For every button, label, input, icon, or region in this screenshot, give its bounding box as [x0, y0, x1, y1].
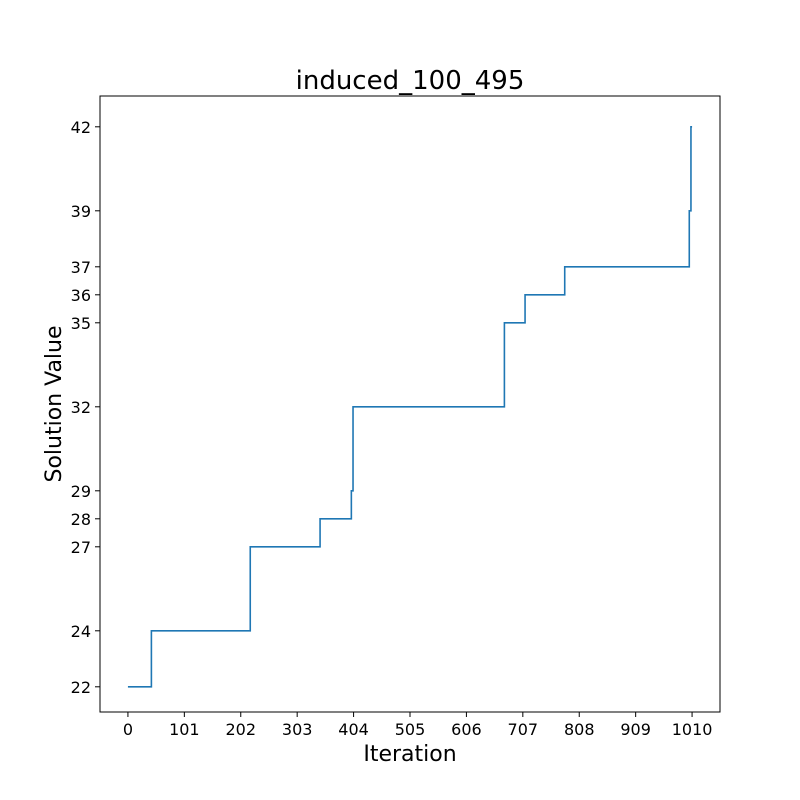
y-tick-label: 35	[71, 314, 91, 333]
plot-area	[99, 95, 721, 713]
y-tick-label: 29	[71, 482, 91, 501]
y-tick-label: 37	[71, 258, 91, 277]
y-axis: 22 24 27 28 29 32 35 36 37 39 42	[71, 118, 100, 697]
y-tick-label: 28	[71, 510, 91, 529]
y-tick-label: 27	[71, 538, 91, 557]
x-tick-label: 0	[123, 720, 133, 739]
y-tick-label: 32	[71, 398, 91, 417]
y-tick-label: 42	[71, 118, 91, 137]
x-axis-label: Iteration	[363, 742, 456, 767]
x-tick-label: 707	[508, 720, 539, 739]
series-line	[127, 126, 693, 688]
y-axis-label: Solution Value	[42, 325, 67, 482]
x-tick-label: 505	[395, 720, 426, 739]
x-tick-label: 101	[169, 720, 200, 739]
x-tick-label: 909	[620, 720, 651, 739]
x-tick-label: 202	[225, 720, 256, 739]
y-tick-label: 36	[71, 286, 91, 305]
x-tick-label: 1010	[672, 720, 713, 739]
y-tick-label: 24	[71, 622, 91, 641]
series-layer	[127, 126, 693, 688]
chart-title: induced_100_495	[296, 66, 525, 96]
x-tick-label: 303	[282, 720, 313, 739]
x-axis: 0 101 202 303 404 505 606 707 808 909 1010	[123, 712, 713, 739]
y-tick-label: 39	[71, 202, 91, 221]
x-tick-label: 606	[451, 720, 482, 739]
x-tick-label: 808	[564, 720, 595, 739]
x-tick-label: 404	[338, 720, 369, 739]
y-tick-label: 22	[71, 678, 91, 697]
